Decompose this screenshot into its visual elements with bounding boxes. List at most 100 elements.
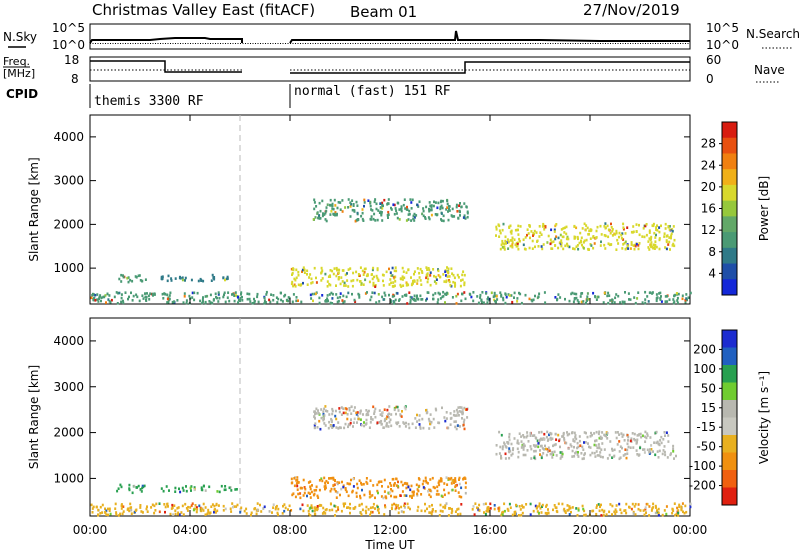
data-cell [380, 480, 383, 483]
data-cell [514, 228, 517, 232]
data-cell [329, 489, 332, 493]
data-cell [439, 275, 441, 279]
data-cell [392, 293, 395, 297]
data-cell [369, 506, 372, 510]
data-cell [341, 280, 344, 283]
data-cell [320, 408, 323, 411]
data-cell [114, 507, 117, 510]
data-cell [537, 511, 540, 515]
data-cell [367, 508, 370, 511]
x-tick-label: 00:00 [673, 523, 708, 537]
data-cell [504, 452, 507, 456]
data-cell [416, 294, 418, 298]
data-cell [375, 301, 378, 304]
data-cell [358, 293, 361, 297]
data-cell [337, 421, 340, 424]
data-cell [536, 239, 539, 243]
data-cell [597, 503, 600, 506]
data-cell [370, 218, 373, 221]
data-cell [317, 216, 320, 220]
data-cell [629, 247, 632, 250]
data-cell [336, 300, 339, 304]
data-cell [440, 219, 443, 222]
data-cell [577, 445, 580, 449]
data-cell [575, 296, 578, 300]
data-cell [527, 232, 530, 235]
data-cell [331, 302, 334, 305]
data-cell [183, 295, 186, 298]
data-cell [408, 209, 411, 213]
data-cell [477, 301, 480, 305]
data-cell [128, 483, 131, 487]
data-cell [454, 510, 457, 513]
data-cell [314, 422, 317, 425]
data-cell [435, 278, 438, 281]
data-cell [317, 496, 320, 499]
data-cell [466, 215, 469, 219]
colorbar-tick-label: 16 [701, 202, 716, 216]
data-cell [435, 408, 438, 412]
data-cell [385, 270, 388, 274]
data-cell [576, 244, 579, 247]
data-cell [608, 243, 611, 247]
data-cell [517, 442, 520, 445]
data-cell [564, 244, 567, 248]
data-cell [481, 291, 484, 294]
data-cell [663, 232, 666, 235]
data-cell [632, 225, 635, 228]
data-cell [213, 277, 216, 281]
data-cell [606, 431, 609, 435]
data-cell [349, 502, 351, 506]
data-cell [447, 491, 450, 495]
data-cell [166, 297, 169, 301]
data-cell [534, 445, 537, 448]
data-cell [554, 224, 557, 228]
data-cell [351, 208, 354, 212]
data-cell [334, 505, 337, 508]
data-cell [524, 293, 527, 297]
data-cell [547, 508, 549, 511]
data-cell [403, 276, 406, 280]
data-cell [325, 206, 328, 209]
data-cell [315, 485, 318, 489]
data-cell [646, 432, 649, 435]
data-cell [133, 484, 136, 488]
data-cell [395, 269, 398, 273]
data-cell [485, 509, 488, 513]
data-cell [325, 300, 327, 303]
data-cell [335, 213, 338, 217]
data-cell [314, 216, 317, 219]
data-cell [234, 291, 237, 294]
data-cell [390, 208, 393, 211]
data-cell [356, 211, 359, 215]
data-cell [444, 419, 447, 423]
data-cell [223, 291, 226, 295]
data-cell [122, 275, 125, 279]
data-cell [500, 454, 502, 458]
data-cell [437, 274, 440, 277]
data-cell [563, 437, 566, 440]
data-cell [341, 299, 344, 302]
data-cell [202, 279, 205, 283]
data-cell [129, 278, 132, 282]
data-cell [464, 486, 467, 489]
colorbar-tick-label: 15 [701, 401, 716, 415]
data-cell [518, 239, 521, 243]
data-cell [196, 291, 199, 295]
data-cell [595, 229, 598, 233]
data-cell [522, 238, 525, 241]
data-cell [584, 513, 587, 517]
data-cell [122, 299, 124, 303]
data-cell [199, 299, 202, 303]
data-cell [432, 485, 435, 489]
data-cell [337, 201, 340, 204]
data-cell [582, 241, 585, 244]
data-cell [400, 207, 403, 210]
data-cell [342, 269, 345, 272]
data-cell [415, 214, 418, 217]
data-cell [172, 513, 175, 516]
data-cell [618, 433, 621, 436]
data-cell [324, 487, 326, 491]
data-cell [653, 441, 656, 444]
data-cell [303, 486, 306, 489]
